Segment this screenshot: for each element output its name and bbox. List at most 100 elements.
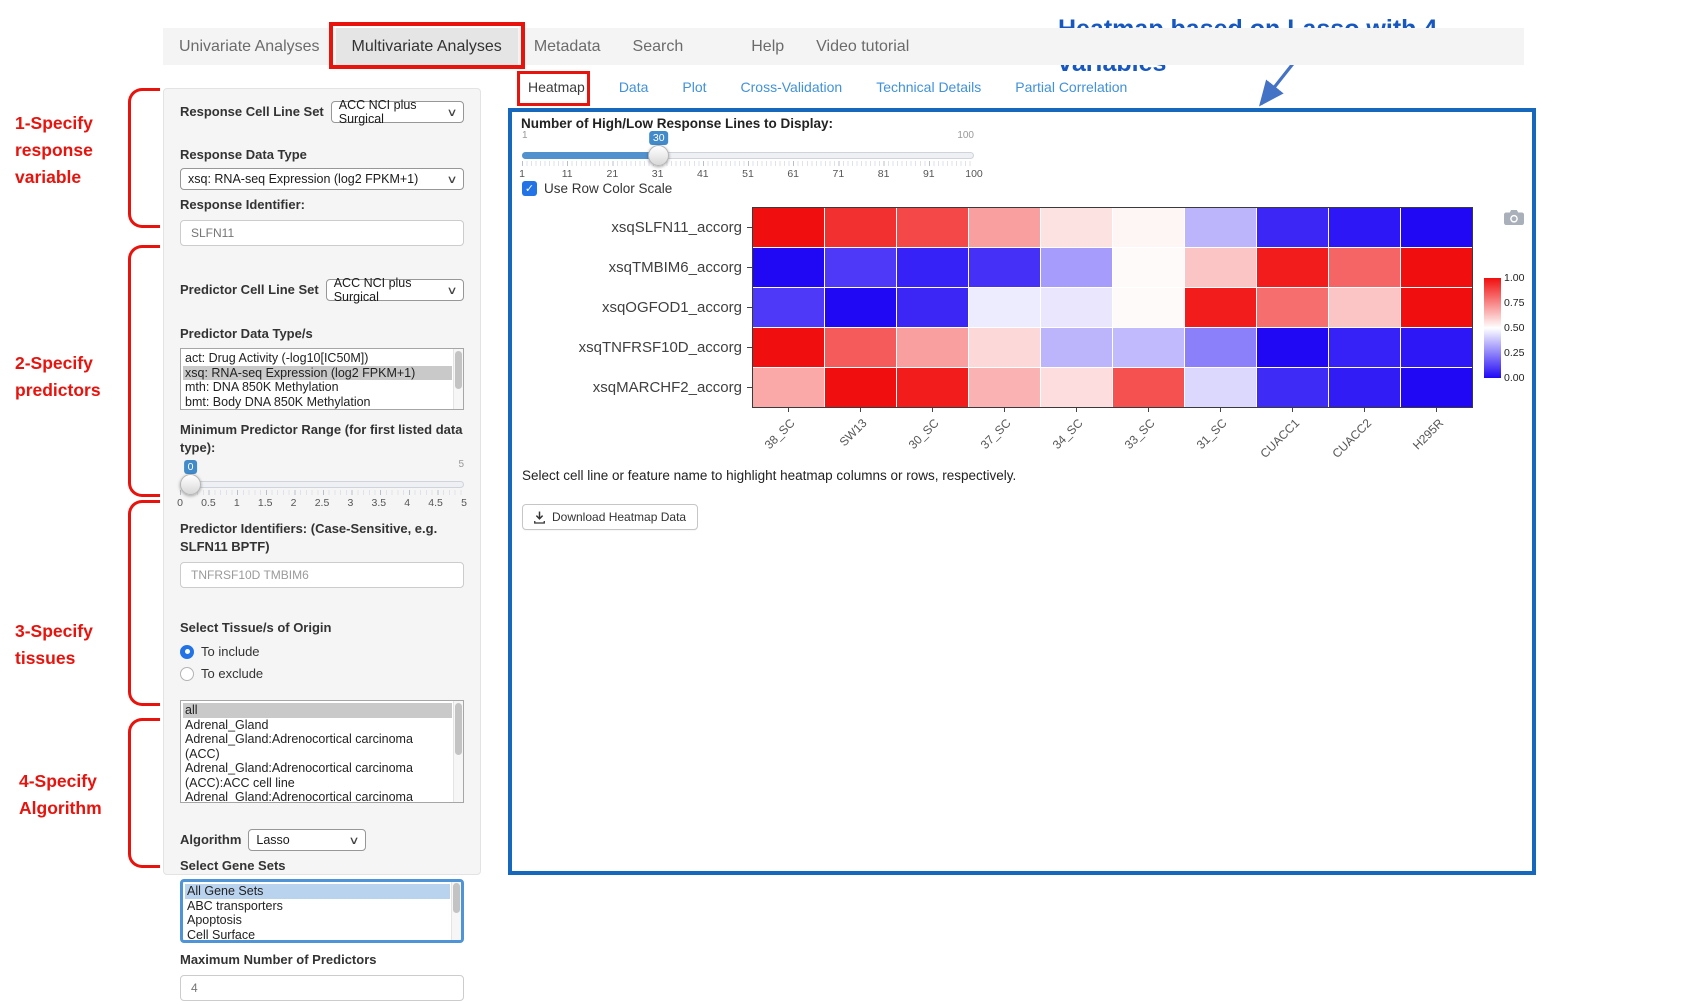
heatmap-cell [1185, 248, 1256, 287]
heatmap-cell [1401, 288, 1472, 327]
response-data-type-select[interactable]: xsq: RNA-seq Expression (log2 FPKM+1) ∨ [180, 168, 464, 190]
predictor-cell-line-set-value: ACC NCI plus Surgical [333, 276, 412, 304]
heatmap-row-labels: xsqSLFN11_accorg xsqTMBIM6_accorg xsqOGFOD… [524, 207, 752, 408]
nav-search[interactable]: Search [632, 37, 684, 55]
predictor-identifiers-input[interactable]: TNFRSF10D TMBIM6 [180, 562, 464, 588]
heatmap-cell [1041, 368, 1112, 407]
heatmap-cell [897, 288, 968, 327]
gene-sets-list[interactable]: All Gene Sets ABC transporters Apoptosis Ce… [180, 879, 464, 943]
heatmap-column-label[interactable]: 38_SC [762, 416, 798, 452]
heatmap-cell [753, 368, 824, 407]
slider-handle[interactable] [180, 474, 201, 495]
list-option[interactable]: Adrenal_Gland:Adrenocortical carcinoma (… [185, 761, 413, 790]
heatmap-cell [897, 328, 968, 367]
heatmap-colorbar-labels: 1.00 0.75 0.50 0.25 0.00 [1504, 272, 1525, 384]
annotation-bracket-1 [128, 88, 160, 228]
list-option[interactable]: Adrenal_Gland:Adrenocortical carcinoma (… [185, 790, 413, 803]
heatmap-cell [1113, 248, 1184, 287]
heatmap-cell [825, 368, 896, 407]
tissue-exclude-radio[interactable]: To exclude [180, 666, 464, 681]
heatmap-cell [1041, 288, 1112, 327]
heatmap-instruction-text: Select cell line or feature name to high… [522, 468, 1017, 483]
algorithm-select[interactable]: Lasso ∨ [248, 829, 367, 851]
heatmap-column-label[interactable]: CUACC2 [1329, 416, 1374, 461]
list-option[interactable]: bmt: Body DNA 850K Methylation [185, 394, 371, 409]
nav-univariate-analyses[interactable]: Univariate Analyses [179, 37, 320, 55]
list-option[interactable]: all [183, 703, 452, 718]
nav-video-tutorial[interactable]: Video tutorial [816, 37, 910, 55]
heatmap-row-label[interactable]: xsqSLFN11_accorg [524, 207, 752, 247]
heatmap-column-label[interactable]: H295R [1409, 416, 1446, 453]
heatmap-cell [1257, 288, 1328, 327]
predictor-data-types-list[interactable]: act: Drug Activity (-log10[IC50M]) xsq: R… [180, 348, 464, 410]
list-option[interactable]: xsq: RNA-seq Expression (log2 FPKM+1) [183, 365, 452, 380]
tab-partial-correlation[interactable]: Partial Correlation [1015, 79, 1128, 95]
predictor-cell-line-set-label: Predictor Cell Line Set [180, 282, 319, 297]
heatmap-cell [1329, 208, 1400, 247]
heatmap-row-label[interactable]: xsqTNFRSF10D_accorg [524, 327, 752, 367]
heatmap-cell [969, 208, 1040, 247]
slider-tick-marks [522, 161, 974, 166]
nav-help[interactable]: Help [751, 37, 785, 55]
heatmap-cell [1329, 368, 1400, 407]
heatmap-cell [897, 248, 968, 287]
heatmap-column-label[interactable]: 31_SC [1194, 416, 1230, 452]
heatmap-cell [753, 248, 824, 287]
list-option[interactable]: mth: DNA 850K Methylation [185, 380, 339, 394]
tab-heatmap[interactable]: Heatmap [528, 79, 585, 95]
slider-fill [522, 152, 655, 159]
annotation-bracket-4 [128, 718, 160, 868]
heatmap-column-label[interactable]: 37_SC [978, 416, 1014, 452]
list-option[interactable]: Apoptosis [187, 913, 242, 927]
heatmap-row-label[interactable]: xsqTMBIM6_accorg [524, 247, 752, 287]
heatmap-cell [1113, 368, 1184, 407]
tab-technical-details[interactable]: Technical Details [876, 79, 982, 95]
tab-data[interactable]: Data [618, 79, 649, 95]
scrollbar[interactable] [451, 882, 461, 940]
heatmap-cell [1113, 208, 1184, 247]
tab-plot[interactable]: Plot [682, 79, 707, 95]
radio-label: To include [201, 644, 260, 659]
list-option[interactable]: Adrenal_Gland [185, 717, 269, 732]
chevron-down-icon: ∨ [446, 173, 458, 186]
tissue-list[interactable]: all Adrenal_Gland Adrenal_Gland:Adrenocort… [180, 700, 464, 803]
response-identifier-input[interactable]: SLFN11 [180, 220, 464, 246]
result-tabs: Heatmap Data Plot Cross-Validation Techn… [528, 79, 1127, 95]
tissue-include-radio[interactable]: To include [180, 644, 464, 659]
download-heatmap-data-button[interactable]: Download Heatmap Data [522, 504, 699, 530]
heatmap-column-label[interactable]: 33_SC [1122, 416, 1158, 452]
heatmap-cell [825, 208, 896, 247]
heatmap-cell [1041, 328, 1112, 367]
heatmap-row-label[interactable]: xsqOGFOD1_accorg [524, 287, 752, 327]
nav-multivariate-analyses[interactable]: Multivariate Analyses [335, 28, 518, 65]
list-option[interactable]: Cell Surface [187, 927, 256, 942]
scrollbar[interactable] [453, 349, 463, 409]
list-option[interactable]: act: Drug Activity (-log10[IC50M]) [185, 351, 369, 365]
heatmap-cell [1041, 208, 1112, 247]
heatmap-column-label[interactable]: 30_SC [906, 416, 942, 452]
response-cell-line-set-select[interactable]: ACC NCI plus Surgical ∨ [330, 98, 464, 126]
heatmap-cell [1257, 208, 1328, 247]
heatmap-column-label[interactable]: SW13 [836, 416, 870, 450]
response-lines-slider-label: Number of High/Low Response Lines to Dis… [521, 116, 834, 131]
list-option[interactable]: All Gene Sets [185, 884, 450, 899]
checkbox-checked-icon[interactable]: ✓ [522, 181, 537, 196]
slider-min-label: 1 [522, 130, 528, 141]
slider-handle[interactable] [648, 145, 670, 166]
heatmap-column-label[interactable]: 34_SC [1050, 416, 1086, 452]
list-option[interactable]: Adrenal_Gland:Adrenocortical carcinoma (… [185, 732, 413, 761]
list-option[interactable]: ABC transporters [187, 898, 283, 913]
nav-metadata[interactable]: Metadata [533, 37, 601, 55]
tissues-label: Select Tissue/s of Origin [180, 620, 332, 635]
heatmap-row-label[interactable]: xsqMARCHF2_accorg [524, 367, 752, 407]
heatmap-column-label[interactable]: CUACC1 [1257, 416, 1302, 461]
camera-icon[interactable] [1504, 210, 1524, 230]
scrollbar[interactable] [453, 701, 463, 802]
heatmap-cell [1185, 328, 1256, 367]
max-predictors-input[interactable]: 4 [180, 975, 464, 1001]
slider-track[interactable] [180, 481, 464, 488]
tab-cross-validation[interactable]: Cross-Validation [740, 79, 843, 95]
predictor-cell-line-set-select[interactable]: ACC NCI plus Surgical ∨ [325, 276, 464, 304]
heatmap-cell [1113, 328, 1184, 367]
row-color-scale-option[interactable]: ✓ Use Row Color Scale [522, 181, 672, 196]
